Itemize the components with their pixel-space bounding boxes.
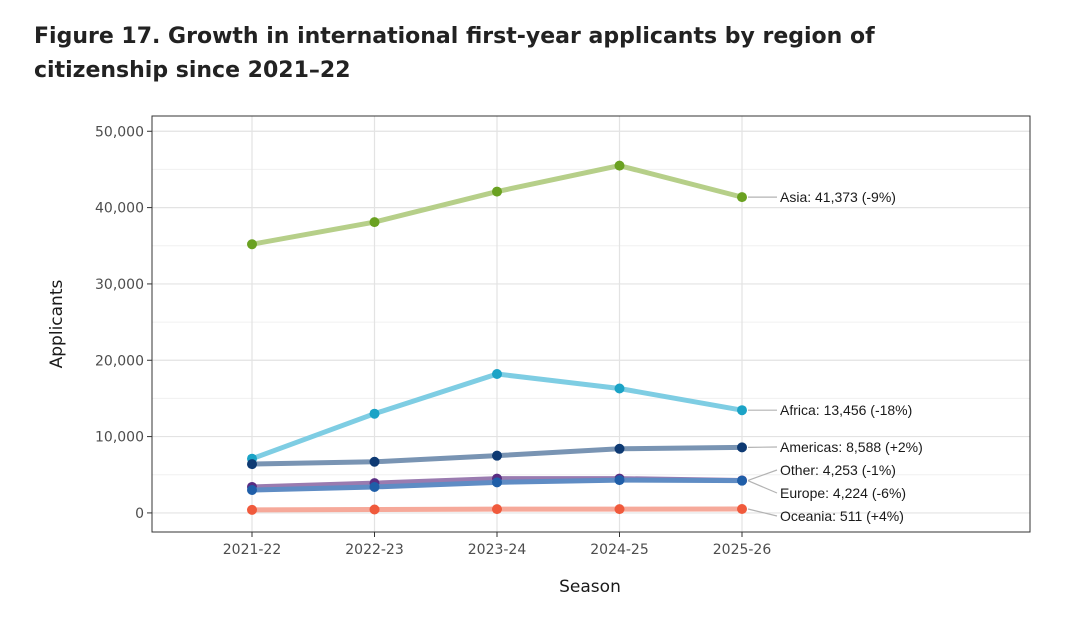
y-tick-label: 30,000	[95, 277, 144, 293]
label-leader-europe	[747, 480, 778, 494]
end-label-asia: Asia: 41,373 (-9%)	[780, 189, 896, 205]
series-asia	[247, 160, 747, 250]
data-point-asia	[369, 217, 380, 228]
data-point-asia	[492, 186, 502, 197]
data-point-oceania	[247, 504, 257, 515]
x-axis-title: Season	[559, 577, 621, 597]
y-tick-label: 10,000	[95, 430, 144, 446]
x-tick-label: 2021-22	[223, 542, 282, 558]
axes: 0 10,000 20,000 30,000 40,000 50,000 2021-22 20…	[47, 124, 771, 597]
end-label-europe: Europe: 4,224 (-6%)	[780, 485, 906, 501]
y-tick-label: 50,000	[95, 124, 144, 140]
end-label-africa: Africa: 13,456 (-18%)	[780, 402, 912, 418]
y-axis-title: Applicants	[47, 279, 67, 368]
data-point-asia	[247, 239, 257, 250]
data-point-asia	[737, 192, 747, 203]
data-point-europe	[369, 481, 380, 492]
end-label-americas: Americas: 8,588 (+2%)	[780, 439, 923, 455]
label-leader-oceania	[747, 508, 778, 517]
series-europe	[247, 475, 747, 496]
data-point-oceania	[737, 504, 747, 515]
data-point-americas	[369, 456, 380, 467]
grid	[152, 116, 1030, 532]
series-oceania	[247, 504, 747, 515]
data-point-oceania	[369, 504, 380, 515]
end-label-oceania: Oceania: 511 (+4%)	[780, 508, 904, 524]
data-point-europe	[492, 477, 502, 488]
series	[247, 160, 747, 515]
x-tick-label: 2024-25	[590, 542, 649, 558]
figure-title: Figure 17. Growth in international first…	[34, 24, 875, 83]
data-point-americas	[614, 443, 625, 454]
data-point-europe	[737, 475, 747, 486]
data-point-asia	[614, 160, 625, 171]
series-americas	[247, 442, 747, 470]
data-point-africa	[614, 383, 625, 394]
data-point-europe	[614, 475, 625, 486]
data-point-africa	[737, 405, 747, 416]
x-tick-label: 2025-26	[713, 542, 772, 558]
data-point-oceania	[614, 504, 625, 515]
x-tick-label: 2022-23	[345, 542, 404, 558]
x-tick-label: 2023-24	[468, 542, 527, 558]
end-labels: Asia: 41,373 (-9%) Africa: 13,456 (-18%) A…	[747, 189, 923, 524]
data-point-africa	[369, 408, 380, 419]
label-leader-other	[747, 469, 778, 482]
data-point-africa	[492, 368, 502, 379]
y-tick-label: 40,000	[95, 201, 144, 217]
data-point-europe	[247, 485, 257, 496]
data-point-americas	[737, 442, 747, 453]
data-point-oceania	[492, 504, 502, 515]
end-label-other: Other: 4,253 (-1%)	[780, 462, 896, 478]
data-point-americas	[247, 459, 257, 470]
plot-panel-border	[151, 115, 1031, 533]
y-tick-label: 20,000	[95, 353, 144, 369]
data-point-americas	[492, 450, 502, 461]
y-tick-label: 0	[135, 506, 144, 522]
